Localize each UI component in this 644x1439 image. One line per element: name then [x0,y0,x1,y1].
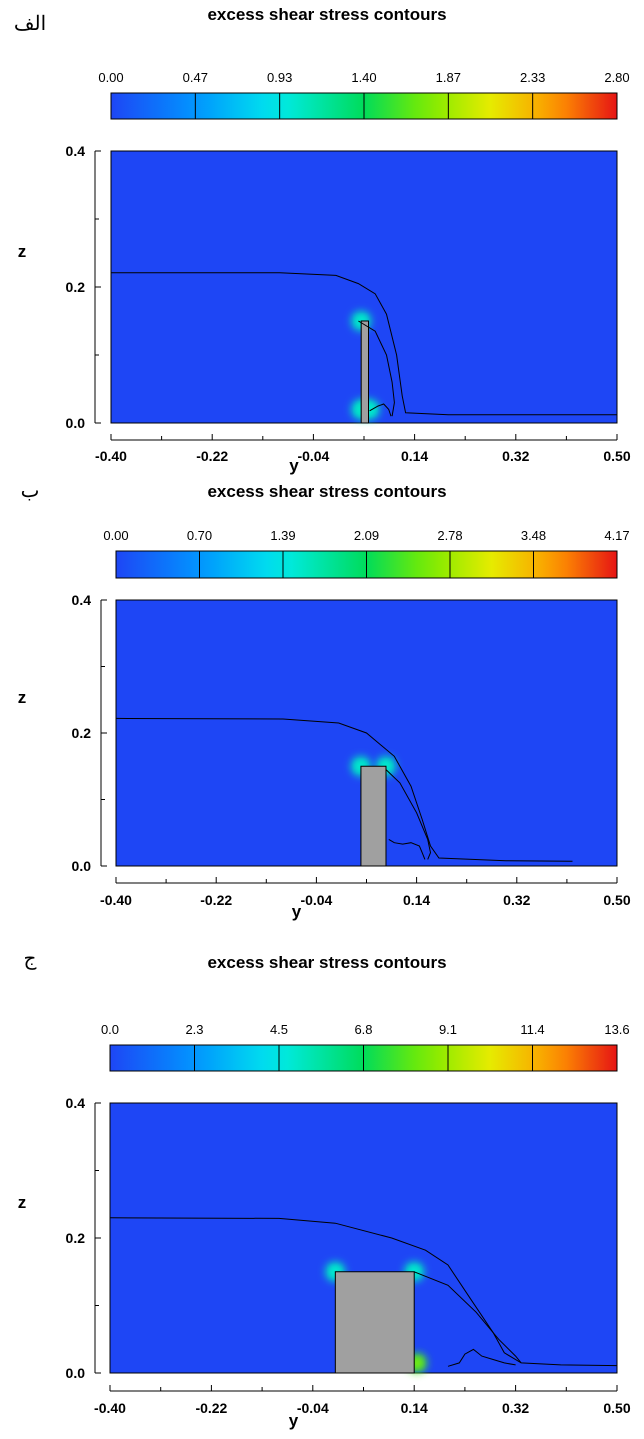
colorbar-tick-label: 3.48 [521,528,546,543]
colorbar-tick-label: 1.39 [270,528,295,543]
y-tick-label: 0.2 [72,725,92,741]
free-surface-contour [109,1217,618,1367]
wake-contour [414,1271,522,1364]
x-axis-label: y [289,1411,299,1430]
x-tick-label: -0.22 [200,892,232,908]
obstacle [334,1271,415,1374]
panel-label: ج [24,946,37,970]
y-axis-label: z [18,1193,27,1212]
x-tick-label: -0.22 [195,1400,227,1416]
x-tick-label: -0.04 [297,1400,329,1416]
y-tick-label: 0.0 [66,1365,86,1381]
colorbar-tick-label: 2.09 [354,528,379,543]
x-tick-label: 0.14 [401,448,428,464]
x-tick-label: 0.14 [403,892,430,908]
wake-contour [385,769,432,860]
chart-title: excess shear stress contours [207,953,446,972]
colorbar-tick-label: 9.1 [439,1022,457,1037]
y-tick-label: 0.4 [66,1095,86,1111]
colorbar-tick-label: 0.70 [187,528,212,543]
x-axis-label: y [289,456,299,475]
stress-hotspot-core [413,1358,422,1367]
panel-label: الف [14,11,46,35]
colorbar-tick-label: 4.17 [604,528,629,543]
x-tick-label: 0.50 [603,448,630,464]
colorbar-tick-label: 0.0 [101,1022,119,1037]
x-tick-label: -0.40 [100,892,132,908]
y-tick-label: 0.4 [66,143,86,159]
y-tick-label: 0.0 [66,415,86,431]
colorbar-tick-label: 2.80 [604,70,629,85]
obstacle [360,765,387,867]
colorbar-tick-label: 2.78 [437,528,462,543]
x-tick-label: 0.32 [503,892,530,908]
x-tick-label: 0.50 [603,892,630,908]
x-tick-label: 0.14 [401,1400,428,1416]
colorbar-tick-label: 13.6 [604,1022,629,1037]
x-tick-label: -0.04 [297,448,329,464]
x-tick-label: 0.32 [502,448,529,464]
wake-contour [358,320,395,417]
colorbar-tick-label: 0.93 [267,70,292,85]
y-tick-label: 0.2 [66,1230,86,1246]
panel-label: ب [21,478,40,502]
vortex-contour [388,838,426,860]
colorbar-tick-label: 0.47 [183,70,208,85]
x-tick-label: -0.40 [94,1400,126,1416]
vortex-contour [369,403,392,417]
panel-3: ج excess shear stress contours 0.0 2.3 4.5 6.… [18,946,631,1430]
obstacle [360,320,369,424]
y-tick-label: 0.2 [66,279,86,295]
panel-1: الف excess shear stress contours 0.00 0.47 0… [14,5,631,475]
x-axis-label: y [292,902,302,921]
y-tick-label: 0.0 [72,858,92,874]
chart-title: excess shear stress contours [207,5,446,24]
x-tick-label: 0.50 [603,1400,630,1416]
colorbar-tick-label: 1.87 [436,70,461,85]
x-tick-label: -0.04 [300,892,332,908]
colorbar-tick-label: 1.40 [351,70,376,85]
x-tick-label: -0.22 [196,448,228,464]
colorbar-tick-label: 0.00 [98,70,123,85]
vortex-contour [447,1348,516,1367]
free-surface-contour [115,717,573,862]
colorbar-tick-label: 2.33 [520,70,545,85]
x-tick-label: 0.32 [502,1400,529,1416]
y-tick-label: 0.4 [72,592,92,608]
colorbar-tick-label: 4.5 [270,1022,288,1037]
panel-2: ب excess shear stress contours 0.00 0.70 1.3… [18,478,631,921]
free-surface-contour [111,272,617,416]
y-axis-label: z [18,242,27,261]
colorbar-tick-label: 11.4 [520,1022,544,1037]
x-tick-label: -0.40 [95,448,127,464]
colorbar-tick-label: 0.00 [103,528,128,543]
colorbar-tick-label: 2.3 [185,1022,203,1037]
y-axis-label: z [18,688,27,707]
colorbar-tick-label: 6.8 [354,1022,372,1037]
chart-title: excess shear stress contours [207,482,446,501]
